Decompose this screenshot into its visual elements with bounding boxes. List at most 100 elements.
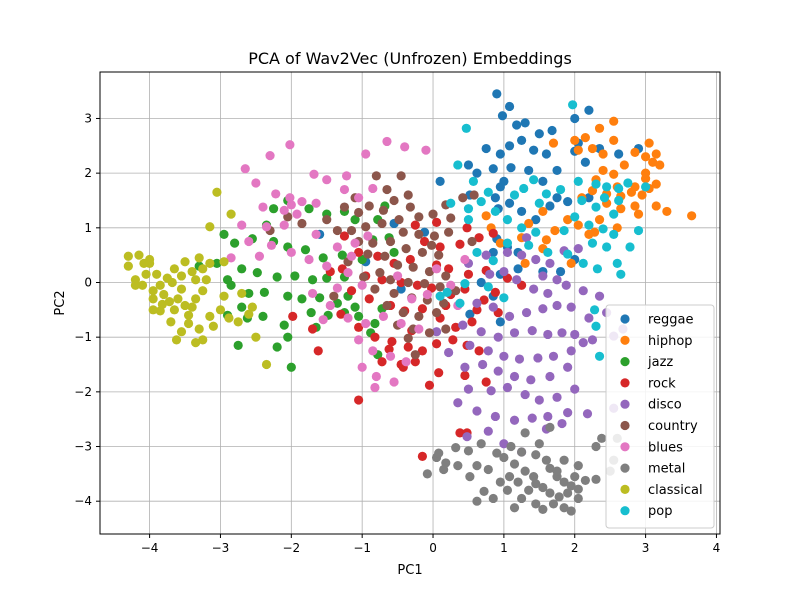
data-point-pop [563, 249, 573, 259]
series-disco [431, 233, 628, 457]
data-point-blues [226, 253, 236, 263]
data-point-reggae [580, 157, 590, 167]
x-axis-label: PC1 [397, 563, 422, 578]
data-point-metal [524, 485, 534, 495]
data-point-reggae [490, 193, 500, 203]
data-point-disco [486, 386, 496, 396]
data-point-rock [451, 322, 461, 332]
data-point-jazz [315, 293, 325, 303]
data-point-hiphop [609, 116, 619, 126]
data-point-country [427, 240, 437, 250]
data-point-classical [198, 286, 208, 296]
data-point-hiphop [589, 227, 600, 237]
data-point-pop [502, 215, 513, 225]
data-point-metal [538, 482, 548, 493]
data-point-blues [254, 251, 265, 261]
y-tick-label: 2 [84, 166, 92, 180]
data-point-pop [483, 187, 493, 197]
data-point-country [393, 260, 403, 270]
data-point-disco [548, 351, 559, 361]
data-point-metal [545, 488, 555, 498]
data-point-jazz [389, 247, 399, 258]
data-point-blues [343, 313, 353, 323]
data-point-hiphop [550, 225, 560, 236]
data-point-rock [313, 346, 323, 356]
data-point-pop [502, 238, 513, 248]
data-point-rock [354, 395, 364, 405]
data-points [123, 89, 697, 516]
data-point-reggae [584, 105, 594, 115]
data-point-country [444, 227, 454, 237]
data-point-reggae [570, 113, 580, 124]
data-point-blues [332, 242, 342, 252]
data-point-rock [488, 228, 498, 238]
data-point-disco [520, 389, 530, 400]
data-point-hiphop [633, 209, 644, 219]
data-point-pop [476, 196, 486, 207]
data-point-metal [434, 448, 444, 458]
x-tick-label: 3 [642, 541, 650, 555]
data-point-country [469, 190, 479, 200]
data-point-hiphop [651, 179, 661, 189]
data-point-blues [393, 271, 403, 281]
data-point-blues [422, 289, 432, 300]
data-point-country [389, 195, 399, 206]
data-point-rock [403, 342, 413, 352]
series-classical [123, 187, 272, 370]
data-point-blues [332, 283, 342, 293]
y-tick-label: 1 [84, 221, 92, 235]
data-point-hiphop [609, 169, 619, 179]
data-point-pop [573, 176, 583, 186]
data-point-country [414, 212, 424, 222]
data-point-blues [431, 264, 442, 274]
data-point-hiphop [641, 152, 651, 162]
data-point-classical [244, 309, 254, 319]
x-tick-label: −3 [212, 541, 230, 555]
x-tick-label: −4 [141, 541, 159, 555]
data-point-country [361, 222, 371, 232]
data-point-reggae [531, 215, 541, 225]
legend-label-disco: disco [648, 398, 682, 413]
legend-marker-reggae [620, 314, 630, 324]
data-point-reggae [538, 176, 548, 186]
data-point-disco [458, 320, 468, 330]
data-point-pop [460, 278, 470, 289]
data-point-blues [297, 196, 307, 207]
data-point-pop [609, 209, 619, 219]
data-point-country [398, 307, 408, 318]
data-point-classical [191, 275, 201, 285]
data-point-rock [377, 275, 387, 285]
data-point-reggae [547, 125, 557, 136]
data-point-hiphop [641, 168, 651, 178]
data-point-rock [474, 346, 484, 356]
data-point-classical [205, 258, 215, 268]
data-point-pop [614, 183, 624, 194]
data-point-disco [529, 284, 539, 294]
data-point-blues [396, 318, 406, 329]
data-point-blues [357, 280, 367, 290]
data-point-pop [587, 238, 598, 248]
data-point-metal [492, 448, 502, 458]
data-point-disco [582, 409, 593, 419]
data-point-blues [363, 231, 373, 241]
data-point-pop [578, 258, 588, 268]
legend: reggae hiphop jazz rock disco country blues met… [605, 304, 715, 529]
data-point-disco [527, 326, 537, 336]
data-point-classical [201, 275, 211, 285]
data-point-metal [495, 477, 505, 487]
data-point-pop [541, 189, 552, 199]
data-point-blues [350, 238, 360, 248]
data-point-reggae [552, 193, 562, 203]
data-point-classical [183, 310, 194, 320]
data-point-pop [623, 178, 633, 188]
data-point-classical [219, 257, 229, 267]
data-point-disco [534, 395, 544, 405]
data-point-blues [357, 362, 367, 372]
data-point-jazz [350, 302, 360, 312]
data-point-pop [455, 298, 465, 308]
y-tick-label: 3 [84, 111, 92, 125]
data-point-disco [512, 275, 522, 285]
data-point-hiphop [594, 215, 605, 225]
data-point-country [346, 225, 357, 236]
data-point-classical [176, 271, 187, 281]
